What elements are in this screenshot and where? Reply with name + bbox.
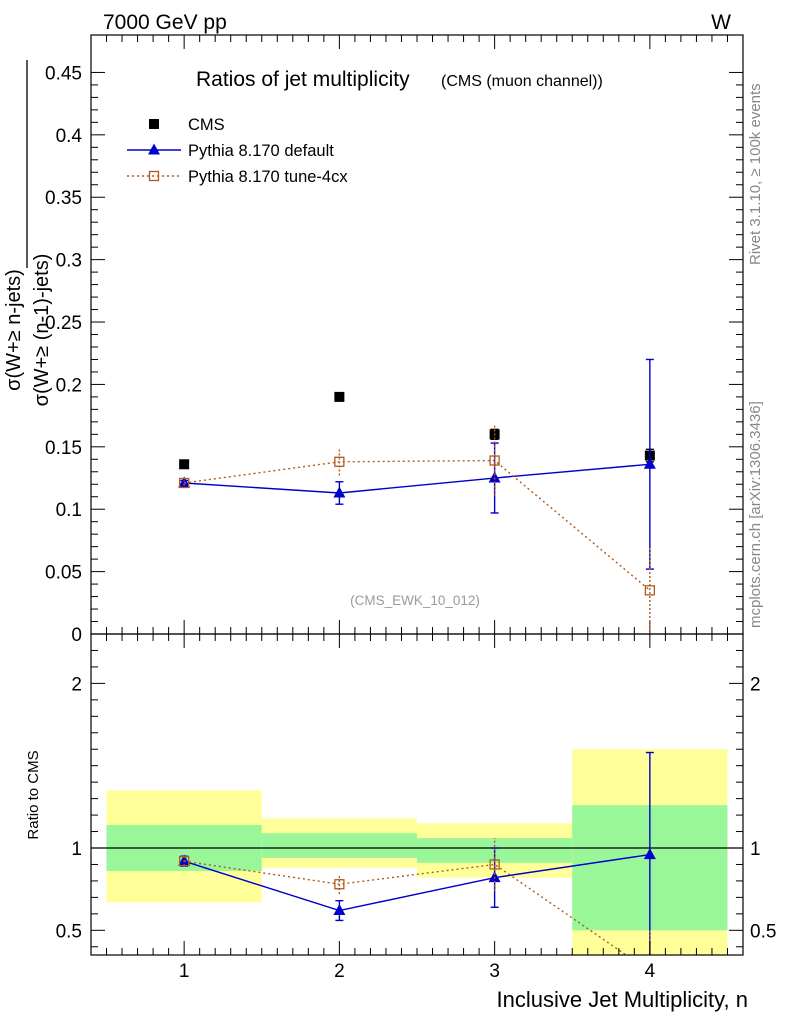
- x-tick-label: 2: [334, 961, 345, 982]
- ylabel-numerator: σ(W+≥ n-jets): [3, 269, 25, 391]
- ratio-series-line: [183, 853, 650, 912]
- chart-subtitle: (CMS (muon channel)): [441, 73, 603, 90]
- legend-label: Pythia 8.170 default: [188, 142, 334, 160]
- ratio-panel: 0.5 0.5 1 1 2 2 1 2 3 4 Ratio to CMS Inclusive Jet …: [25, 633, 776, 1012]
- chart-title: Ratios of jet multiplicity: [196, 68, 410, 91]
- legend-label: Pythia 8.170 tune-4cx: [188, 168, 348, 186]
- legend-marker: [148, 143, 160, 155]
- ratio-y-tick-label: 2: [71, 674, 82, 695]
- ratio-y-tick-label-right: 1: [750, 839, 761, 860]
- ratio-y-tick-label: 1: [71, 839, 82, 860]
- rivet-label: Rivet 3.1.10, ≥ 100k events: [747, 83, 764, 265]
- x-tick-label: 4: [645, 961, 656, 982]
- energy-label: 7000 GeV pp: [103, 11, 227, 34]
- data-point: [178, 477, 190, 489]
- x-tick-label: 3: [489, 961, 500, 982]
- data-point: [334, 391, 345, 402]
- ratio-data-point: [489, 859, 500, 870]
- ratio-series-line: [184, 860, 628, 955]
- series-line: [184, 459, 651, 591]
- series-1: [178, 358, 656, 570]
- data-point: [644, 585, 656, 596]
- uncertainty-band-inner: [261, 833, 417, 858]
- y-tick-label: 0.35: [45, 188, 82, 209]
- y-tick-label: 0.4: [56, 126, 83, 147]
- series-0: [179, 391, 655, 470]
- ratio-data-point: [333, 904, 346, 916]
- main-panel: Ratios of jet multiplicity (CMS (muon cha…: [3, 34, 744, 646]
- y-tick-label: 0: [71, 625, 82, 646]
- y-tick-label: 0.15: [45, 438, 82, 459]
- y-tick-label: 0.25: [45, 313, 82, 334]
- legend-marker: [148, 170, 160, 182]
- series-2: [178, 425, 656, 634]
- y-tick-label: 0.3: [56, 251, 82, 272]
- data-point: [643, 457, 656, 469]
- y-tick-label: 0.2: [56, 375, 82, 396]
- legend: CMS Pythia 8.170 default Pythia 8.170 tune…: [127, 116, 348, 186]
- ratio-y-tick-label-right: 2: [750, 674, 761, 695]
- ratio-data-point: [178, 856, 190, 867]
- ratio-data-point: [488, 871, 501, 883]
- series-line: [184, 463, 650, 494]
- source-label: mcplots.cern.ch [arXiv:1306.3436]: [747, 401, 764, 628]
- ratio-frame: [90, 633, 744, 956]
- y-tick-label: 0.45: [45, 63, 82, 84]
- ratio-y-tick-label: 0.5: [56, 921, 82, 942]
- data-point: [489, 455, 500, 466]
- ratio-y-tick-label-right: 0.5: [750, 921, 776, 942]
- data-point: [488, 471, 501, 483]
- ratio-data-point: [643, 848, 656, 860]
- data-point: [179, 459, 190, 470]
- data-point: [178, 476, 191, 488]
- y-tick-label: 0.05: [45, 563, 82, 584]
- legend-marker: [149, 119, 159, 129]
- x-axis-label: Inclusive Jet Multiplicity, n: [497, 987, 748, 1012]
- x-tick-label: 1: [179, 961, 190, 982]
- data-point: [333, 486, 346, 498]
- process-label: W: [711, 11, 731, 34]
- analysis-label: (CMS_EWK_10_012): [350, 593, 480, 608]
- ratio-data-point: [334, 879, 345, 890]
- data-point: [334, 456, 345, 467]
- ratio-content: [91, 749, 743, 955]
- ylabel-denominator: σ(W+≥ (n-1)-jets): [31, 254, 53, 407]
- y-tick-label: 0.1: [56, 500, 82, 521]
- legend-label: CMS: [188, 116, 225, 134]
- ratio-ylabel: Ratio to CMS: [25, 750, 42, 839]
